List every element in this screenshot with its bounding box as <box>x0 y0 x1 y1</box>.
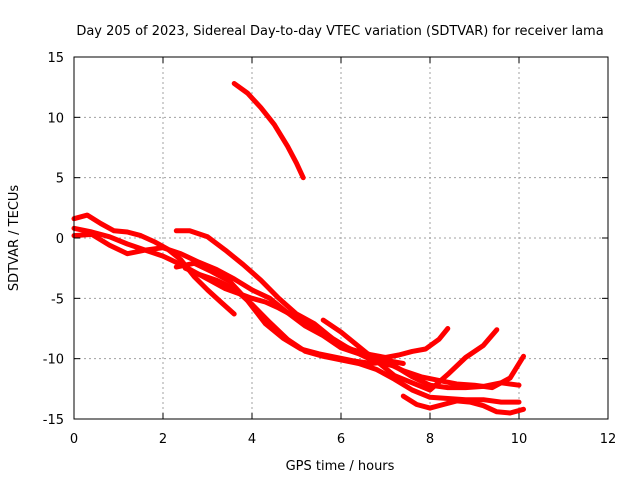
x-tick-label: 4 <box>248 432 256 447</box>
grid <box>74 57 608 419</box>
y-tick-label: 5 <box>56 172 64 187</box>
y-tick-label: 15 <box>47 51 64 66</box>
x-axis-label: GPS time / hours <box>286 459 395 474</box>
series-track-6 <box>173 260 406 366</box>
x-tick-label: 2 <box>159 432 167 447</box>
y-tick-label: -10 <box>43 353 64 368</box>
x-tick-label: 6 <box>337 432 345 447</box>
x-tick-label: 12 <box>600 432 617 447</box>
chart-title: Day 205 of 2023, Sidereal Day-to-day VTE… <box>76 24 603 39</box>
series-track-1 <box>231 81 306 181</box>
y-axis-label: SDTVAR / TECUs <box>7 185 22 292</box>
data-series-group <box>71 81 526 416</box>
y-tick-label: 10 <box>47 111 64 126</box>
x-tick-label: 0 <box>70 432 78 447</box>
series-track-8 <box>320 317 500 393</box>
x-axis-ticks: 0 2 4 6 8 10 12 <box>70 57 616 447</box>
x-tick-label: 8 <box>426 432 434 447</box>
y-tick-label: -15 <box>43 413 64 428</box>
y-tick-label: -5 <box>51 292 64 307</box>
y-tick-label: 0 <box>56 232 64 247</box>
series-track-2 <box>71 212 237 317</box>
series-track-7 <box>182 265 451 360</box>
series-track-9 <box>400 393 526 416</box>
x-tick-label: 10 <box>511 432 528 447</box>
y-axis-ticks: -15 -10 -5 0 5 10 15 <box>43 51 608 428</box>
